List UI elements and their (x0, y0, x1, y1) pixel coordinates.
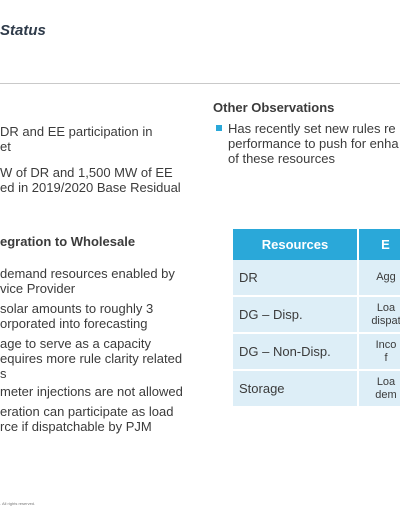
detail-cell: Inco f (358, 333, 400, 371)
bullet-line: orporated into forecasting (0, 316, 148, 331)
other-observations-heading: Other Observations (213, 100, 335, 115)
detail-line: dispat (371, 314, 400, 327)
bullet-line: age to serve as a capacity (0, 336, 152, 351)
detail-line: Agg (376, 271, 396, 283)
detail-line: dem (375, 388, 397, 401)
bullet-line: equires more rule clarity related (0, 351, 183, 366)
bullet-line: solar amounts to roughly 3 (0, 301, 154, 316)
bullet-line: s (0, 366, 7, 381)
table-row: DG – Non-Disp. Inco f (233, 333, 400, 371)
detail-line: Loa (376, 301, 396, 314)
detail-line: Loa (376, 375, 396, 388)
title-divider (0, 83, 400, 84)
bullet-line: eration can participate as load (0, 404, 174, 419)
bullet-line: rce if dispatchable by PJM (0, 419, 152, 434)
table-row: Storage Loa dem (233, 370, 400, 408)
intro-line: W of DR and 1,500 MW of EE (0, 165, 173, 180)
bullet-line: meter injections are not allowed (0, 384, 183, 399)
intro-line: et (0, 139, 11, 154)
copyright-footer: . All rights reserved. (0, 501, 36, 506)
resource-cell: DG – Disp. (233, 296, 359, 334)
detail-cell: Loa dispat (358, 296, 400, 334)
observation-line: Has recently set new rules re (228, 121, 396, 136)
intro-line: DR and EE participation in (0, 124, 153, 139)
intro-line: ed in 2019/2020 Base Residual (0, 180, 181, 195)
resources-table: Resources E DR Agg DG – Disp. Loa dispat… (233, 229, 400, 408)
detail-line: Inco (375, 338, 397, 351)
table-header-row: Resources E (233, 229, 400, 260)
table-row: DG – Disp. Loa dispat (233, 296, 400, 334)
detail-cell: Loa dem (358, 370, 400, 408)
observation-line: performance to push for enha (228, 136, 399, 151)
table-header-detail: E (358, 229, 400, 260)
detail-cell: Agg (358, 260, 400, 297)
detail-line: f (384, 351, 388, 364)
table-row: DR Agg (233, 260, 400, 297)
observation-line: of these resources (228, 151, 335, 166)
section-heading: egration to Wholesale (0, 234, 136, 249)
bullet-line: demand resources enabled by (0, 266, 175, 281)
bullet-square-icon (216, 125, 222, 131)
bullet-line: vice Provider (0, 281, 76, 296)
resource-cell: DR (233, 260, 359, 297)
slide-title: Status (0, 22, 46, 39)
resource-cell: DG – Non-Disp. (233, 333, 359, 371)
table-header-resources: Resources (233, 229, 359, 260)
resource-cell: Storage (233, 370, 359, 408)
